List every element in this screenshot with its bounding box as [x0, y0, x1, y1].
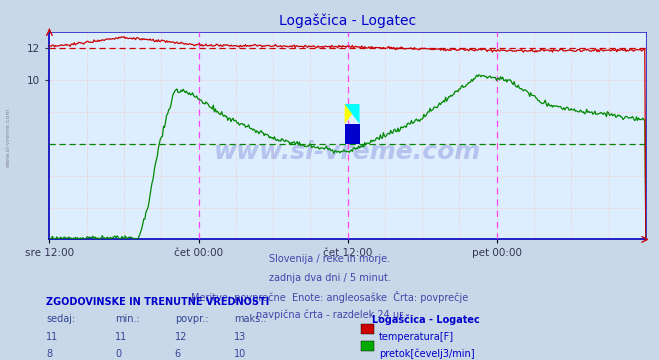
Text: navpična črta - razdelek 24 ur: navpična črta - razdelek 24 ur — [256, 310, 403, 320]
Text: zadnja dva dni / 5 minut.: zadnja dva dni / 5 minut. — [269, 273, 390, 283]
Text: ZGODOVINSKE IN TRENUTNE VREDNOSTI: ZGODOVINSKE IN TRENUTNE VREDNOSTI — [46, 297, 270, 307]
Text: www.si-vreme.com: www.si-vreme.com — [214, 140, 481, 165]
Text: 12: 12 — [175, 332, 187, 342]
Text: maks.:: maks.: — [234, 314, 266, 324]
Text: Meritve: povprečne  Enote: angleosaške  Črta: povprečje: Meritve: povprečne Enote: angleosaške Čr… — [191, 291, 468, 303]
Text: 11: 11 — [115, 332, 128, 342]
Text: pretok[čevelj3/min]: pretok[čevelj3/min] — [379, 349, 474, 359]
Text: temperatura[F]: temperatura[F] — [379, 332, 454, 342]
Text: Slovenija / reke in morje.: Slovenija / reke in morje. — [269, 254, 390, 264]
Text: 6: 6 — [175, 349, 181, 359]
Title: Logaščica - Logatec: Logaščica - Logatec — [279, 14, 416, 28]
Text: 8: 8 — [46, 349, 52, 359]
Text: 0: 0 — [115, 349, 121, 359]
Text: Logaščica - Logatec: Logaščica - Logatec — [372, 314, 480, 325]
Text: 11: 11 — [46, 332, 59, 342]
Text: 13: 13 — [234, 332, 246, 342]
Polygon shape — [345, 104, 360, 124]
Polygon shape — [345, 124, 360, 144]
Text: povpr.:: povpr.: — [175, 314, 208, 324]
Text: sedaj:: sedaj: — [46, 314, 75, 324]
Text: www.si-vreme.com: www.si-vreme.com — [5, 107, 11, 167]
Polygon shape — [345, 104, 360, 124]
Text: 10: 10 — [234, 349, 246, 359]
Text: min.:: min.: — [115, 314, 140, 324]
